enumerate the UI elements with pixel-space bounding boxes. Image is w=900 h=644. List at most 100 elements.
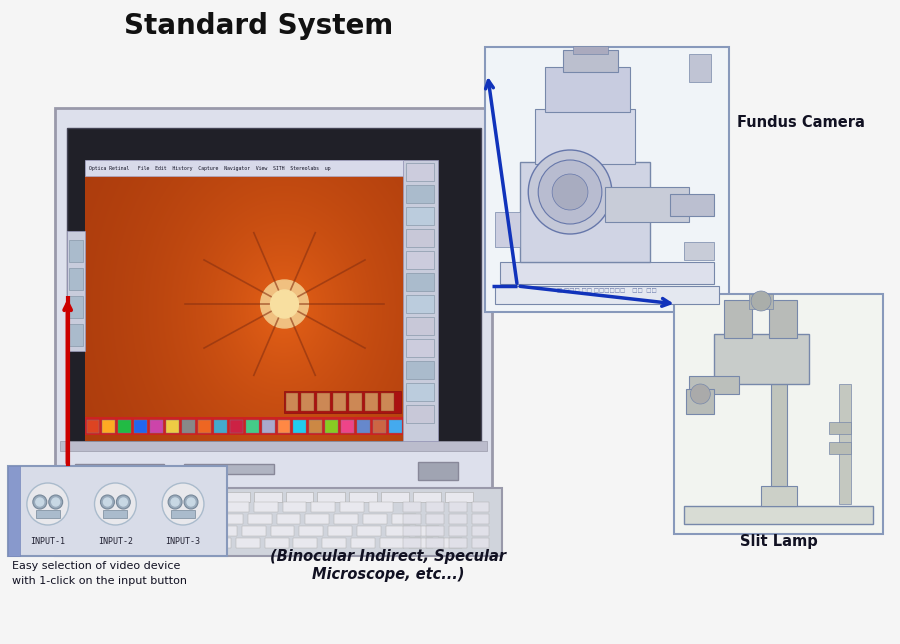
Bar — [236, 538, 260, 548]
Bar — [277, 420, 291, 433]
Bar — [97, 526, 122, 536]
Circle shape — [752, 291, 771, 311]
Bar — [276, 514, 301, 524]
Bar — [132, 514, 157, 524]
Circle shape — [184, 495, 198, 509]
Bar — [573, 46, 608, 54]
Bar — [174, 520, 374, 538]
Bar — [674, 294, 884, 534]
Bar — [300, 526, 323, 536]
Bar — [166, 420, 179, 433]
Bar — [63, 538, 86, 548]
Bar — [406, 405, 434, 423]
Bar — [149, 538, 173, 548]
Bar — [406, 317, 434, 335]
Bar — [230, 420, 243, 433]
Circle shape — [94, 483, 136, 525]
Bar — [161, 514, 185, 524]
Bar — [449, 538, 466, 548]
Bar — [283, 502, 306, 512]
Bar — [349, 393, 362, 411]
Bar — [684, 506, 874, 524]
Bar — [285, 393, 299, 411]
Bar — [63, 492, 91, 502]
Bar — [426, 514, 444, 524]
Text: Optica Retinal   File  Edit  History  Capture  Navigator  View  SITH  Stereolabs: Optica Retinal File Edit History Capture… — [88, 166, 330, 171]
Bar — [363, 514, 387, 524]
Circle shape — [528, 150, 612, 234]
Bar — [68, 268, 83, 290]
Bar — [445, 492, 473, 502]
Text: INPUT-1: INPUT-1 — [31, 536, 66, 545]
Bar — [520, 162, 650, 262]
Bar — [426, 502, 444, 512]
Bar — [536, 109, 634, 164]
Bar — [213, 526, 237, 536]
Bar — [403, 538, 421, 548]
Bar — [302, 393, 314, 411]
Bar — [246, 420, 258, 433]
Bar — [771, 346, 787, 486]
Bar — [605, 187, 689, 222]
Circle shape — [27, 483, 68, 525]
Bar — [167, 502, 191, 512]
Bar — [406, 295, 434, 313]
Bar — [182, 420, 195, 433]
Bar — [449, 514, 466, 524]
Text: Fundus Camera: Fundus Camera — [737, 115, 865, 129]
Bar — [500, 262, 715, 284]
Bar — [178, 538, 202, 548]
Bar — [406, 207, 434, 225]
Bar — [357, 420, 370, 433]
Bar — [715, 334, 809, 384]
Bar — [426, 526, 444, 536]
Bar — [418, 462, 457, 480]
Bar — [190, 492, 218, 502]
Bar — [409, 538, 433, 548]
Bar — [75, 514, 98, 524]
Bar — [103, 420, 115, 433]
Bar — [406, 383, 434, 401]
Bar — [219, 514, 243, 524]
Circle shape — [690, 384, 710, 404]
Bar — [265, 538, 289, 548]
Bar — [310, 420, 322, 433]
Bar — [92, 538, 115, 548]
Circle shape — [171, 498, 179, 506]
Bar — [351, 538, 375, 548]
Bar — [426, 538, 444, 548]
Bar — [8, 466, 227, 556]
Bar — [285, 492, 313, 502]
Bar — [472, 502, 490, 512]
Circle shape — [32, 495, 47, 509]
Bar — [413, 492, 441, 502]
Bar — [684, 242, 715, 260]
Bar — [86, 420, 100, 433]
Bar — [325, 420, 338, 433]
Circle shape — [116, 495, 130, 509]
Bar — [449, 502, 466, 512]
Circle shape — [271, 290, 299, 318]
Bar — [369, 502, 393, 512]
Circle shape — [168, 495, 182, 509]
Bar — [761, 486, 796, 506]
Bar — [403, 514, 421, 524]
Bar — [198, 420, 211, 433]
Bar — [68, 240, 83, 262]
Bar — [305, 514, 329, 524]
Bar — [328, 526, 352, 536]
Bar — [318, 393, 330, 411]
Bar — [769, 300, 796, 338]
Bar — [8, 466, 20, 556]
Bar — [104, 514, 127, 524]
Text: Standard System: Standard System — [124, 12, 393, 40]
Text: (Binocular Indirect, Specular: (Binocular Indirect, Specular — [270, 549, 506, 564]
Bar — [318, 492, 346, 502]
Text: Microscope, etc...): Microscope, etc...) — [311, 567, 464, 582]
Circle shape — [51, 498, 59, 506]
Bar — [214, 420, 227, 433]
Text: INPUT-3: INPUT-3 — [166, 536, 201, 545]
Bar — [472, 514, 490, 524]
Bar — [68, 526, 93, 536]
Bar — [839, 384, 850, 504]
